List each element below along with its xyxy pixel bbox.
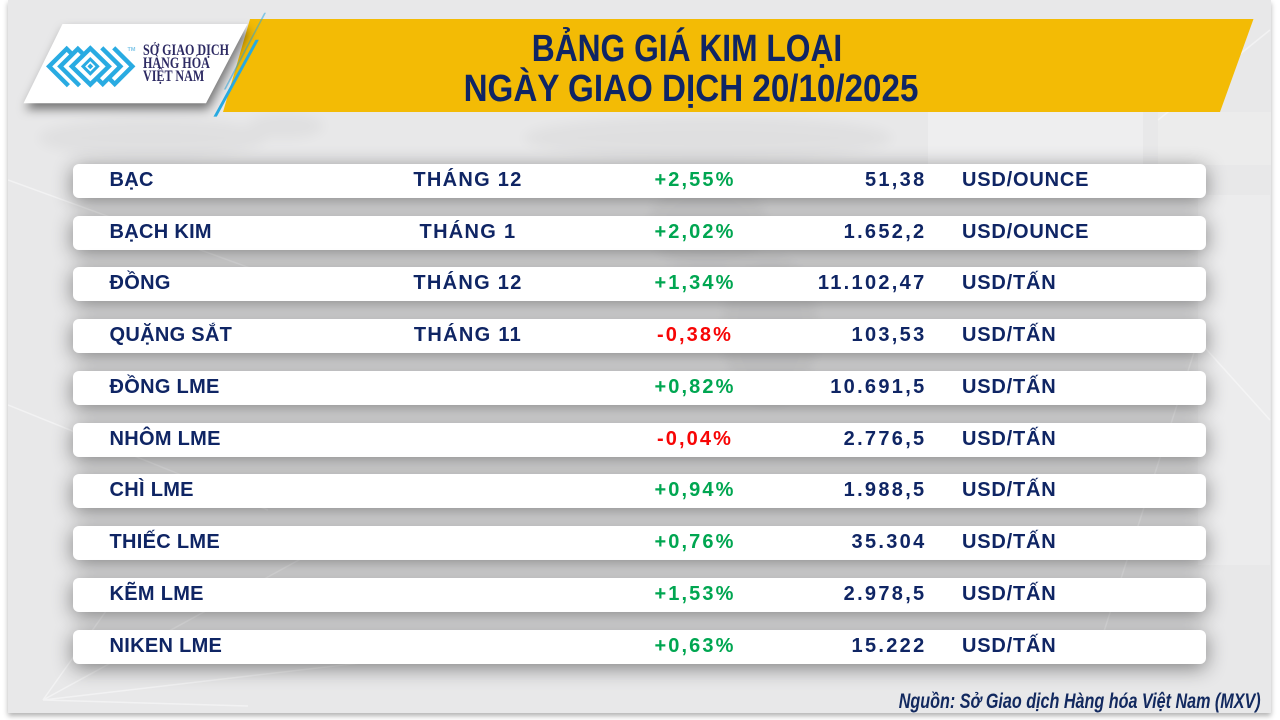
svg-text:TM: TM bbox=[128, 47, 136, 53]
